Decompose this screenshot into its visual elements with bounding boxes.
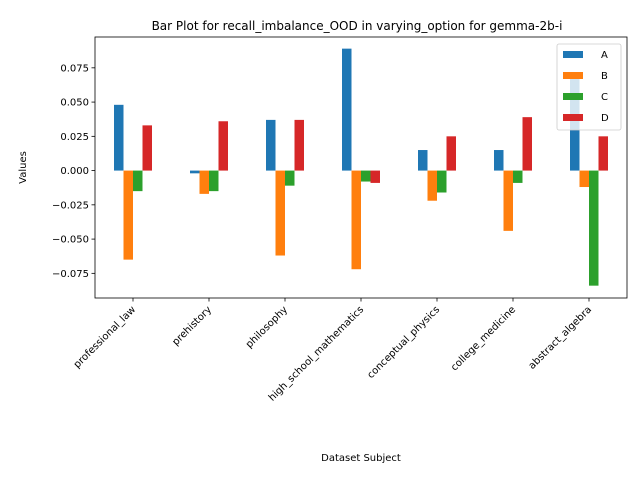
x-tick-label: college_medicine: [449, 304, 518, 373]
bar-C-abstract_algebra: [589, 170, 599, 286]
bar-B-college_medicine: [503, 170, 513, 231]
legend-box: [556, 43, 622, 131]
y-tick-label: 0.000: [60, 166, 89, 177]
bar-A-prehistory: [190, 170, 200, 174]
legend-swatch-A: [563, 51, 583, 58]
y-axis-label: Values: [18, 151, 29, 184]
bar-B-high_school_mathematics: [351, 170, 361, 270]
x-tick-label: abstract_algebra: [527, 304, 594, 371]
bar-D-college_medicine: [522, 117, 532, 171]
x-axis-label: Dataset Subject: [321, 453, 401, 464]
bar-B-philosophy: [275, 170, 285, 256]
legend-swatch-B: [563, 72, 583, 79]
x-axis: professional_law prehistory philosophyhigh…: [72, 298, 594, 404]
bars-layer: [114, 48, 608, 286]
legend-label-C: C: [601, 92, 608, 103]
y-tick-label: −0.075: [52, 269, 89, 280]
bar-D-abstract_algebra: [598, 136, 608, 171]
x-tick-label: conceptual_physics: [365, 304, 442, 381]
bar-A-philosophy: [266, 119, 276, 171]
x-tick-label: prehistory: [170, 304, 214, 348]
legend-swatch-C: [563, 93, 583, 100]
y-tick-label: 0.025: [60, 132, 89, 143]
bar-C-conceptual_physics: [437, 170, 447, 193]
x-tick-label: philosophy: [244, 304, 290, 350]
y-axis: −0.075 −0.050 −0.025 0.000 0.025 0.050 0.075: [52, 63, 95, 280]
bar-D-professional_law: [142, 125, 152, 171]
bar-B-conceptual_physics: [427, 170, 437, 201]
legend-label-A: A: [601, 50, 608, 61]
x-tick-label: professional_law: [72, 304, 138, 370]
y-tick-label: −0.050: [52, 235, 89, 246]
bar-B-professional_law: [123, 170, 133, 260]
bar-D-conceptual_physics: [446, 136, 456, 171]
bar-D-philosophy: [294, 119, 304, 171]
bar-A-college_medicine: [494, 150, 504, 171]
bar-B-prehistory: [199, 170, 209, 194]
bar-C-philosophy: [285, 170, 295, 186]
legend-label-D: D: [601, 113, 609, 124]
bar-A-high_school_mathematics: [342, 48, 352, 171]
legend-swatch-D: [563, 114, 583, 121]
y-tick-label: 0.075: [60, 63, 89, 74]
plot-frame: [94, 36, 628, 299]
chart-title: Bar Plot for recall_imbalance_OOD in var…: [152, 19, 563, 33]
bar-D-prehistory: [218, 121, 228, 171]
legend-label-B: B: [601, 71, 608, 82]
bar-C-professional_law: [133, 170, 143, 192]
bar-C-college_medicine: [513, 170, 523, 183]
y-tick-label: −0.025: [52, 200, 89, 211]
bar-D-high_school_mathematics: [370, 170, 380, 183]
bar-A-conceptual_physics: [418, 150, 428, 171]
bar-A-professional_law: [114, 104, 124, 171]
bar-B-abstract_algebra: [579, 170, 589, 188]
y-tick-label: 0.050: [60, 98, 89, 109]
bar-C-prehistory: [209, 170, 219, 192]
bar-C-high_school_mathematics: [361, 170, 371, 182]
